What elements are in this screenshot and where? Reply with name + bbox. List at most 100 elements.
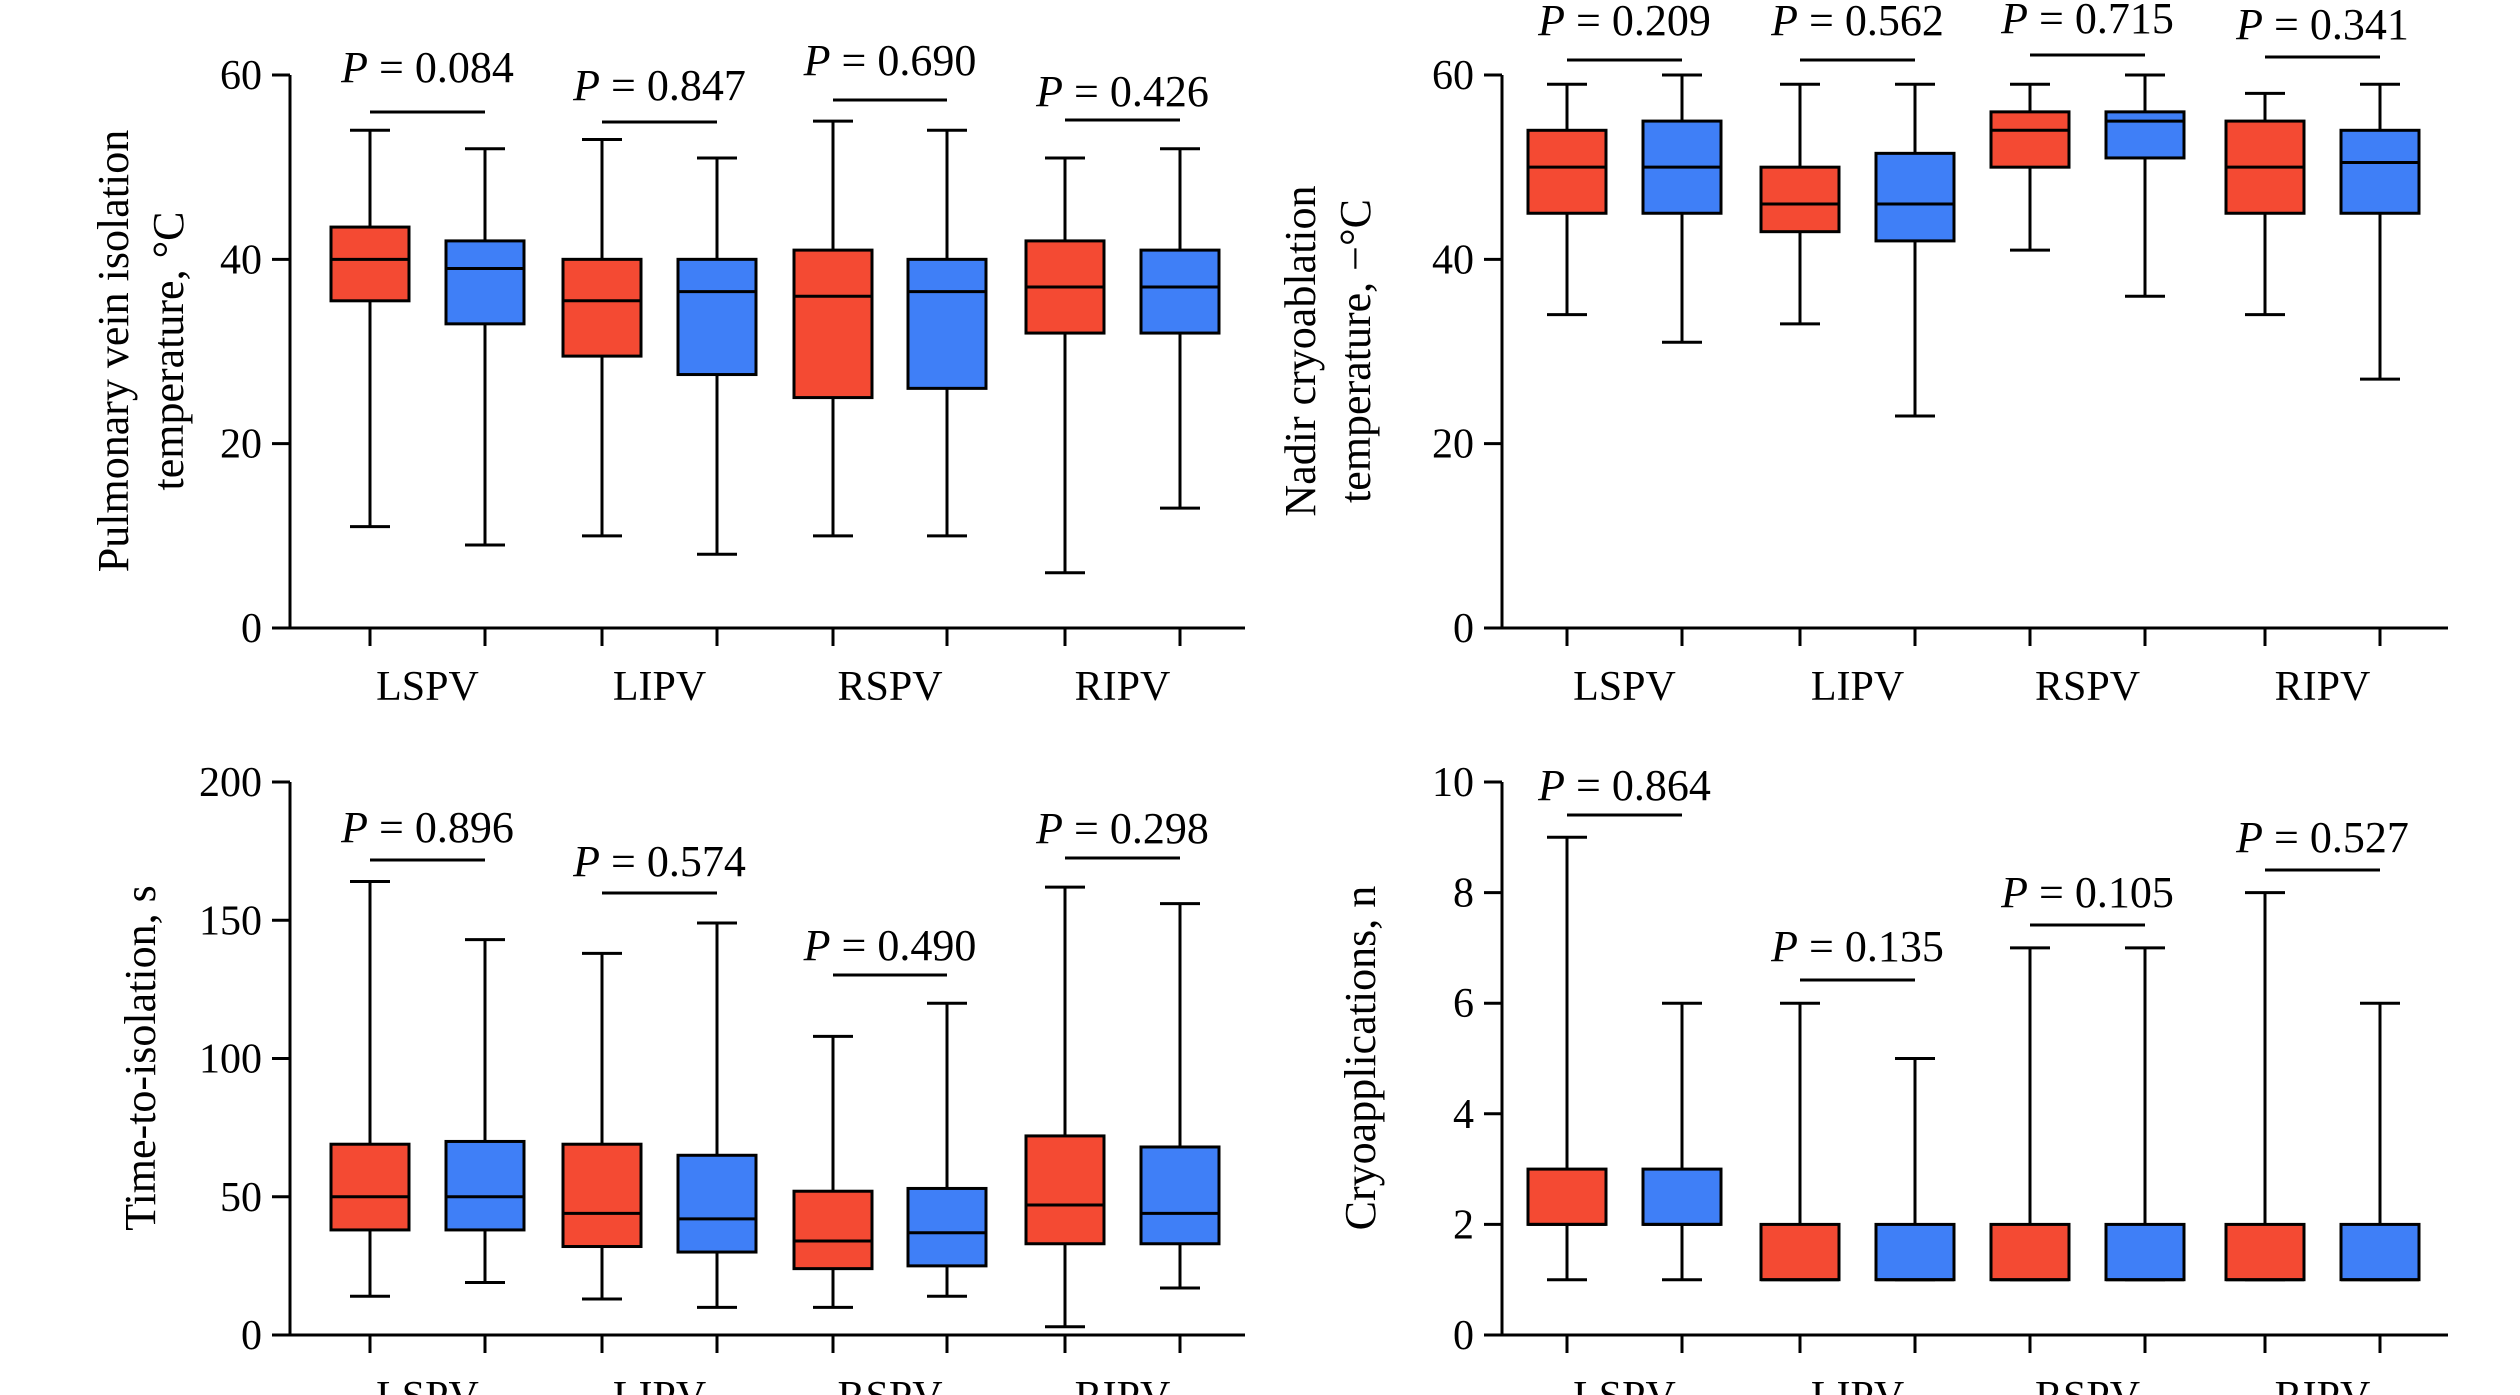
box-iqr [906, 1186, 988, 1268]
p-value-label: P = 0.527 [2235, 813, 2409, 862]
p-value-label: P = 0.896 [340, 803, 514, 852]
y-axis-label: Nadir cryoablation [1276, 185, 1325, 516]
category-label-lspv: LSPV [1573, 664, 1676, 710]
box-rspv-a [1989, 946, 2071, 1282]
box-iqr [1759, 165, 1841, 234]
box-lipv-b [1874, 82, 1956, 418]
box-lipv-a [1759, 82, 1841, 326]
box-iqr [792, 248, 874, 400]
box-iqr [1874, 151, 1956, 243]
y-tick-label: 2 [1453, 1202, 1474, 1248]
category-label-ripv: RIPV [1075, 664, 1171, 710]
p-value-label: P = 0.209 [1537, 0, 1711, 45]
chart-panel-1: 0 20 40 60 Pulmonary vein isolation temperatu… [89, 36, 1245, 710]
box-lipv-b [676, 921, 758, 1309]
box-rspv-a [1989, 82, 2071, 252]
category-label-lipv: LIPV [1811, 1374, 1904, 1395]
box-lspv-a [329, 128, 411, 529]
p-value-label: P = 0.574 [572, 837, 746, 886]
p-value-label: P = 0.690 [803, 36, 977, 85]
box-lspv-b [444, 938, 526, 1284]
box-lspv-a [329, 880, 411, 1298]
p-value-label: P = 0.084 [340, 43, 514, 92]
box-lipv-a [561, 951, 643, 1301]
p-value-label: P = 0.135 [1770, 922, 1944, 971]
category-label-lspv: LSPV [1573, 1374, 1676, 1395]
box-ripv-b [2339, 82, 2421, 381]
p-value-label: P = 0.105 [2000, 868, 2174, 917]
y-tick-label: 100 [199, 1037, 262, 1083]
box-iqr [1139, 248, 1221, 335]
box-iqr [1874, 1222, 1956, 1282]
y-axis-label: Cryoapplications, n [1336, 886, 1385, 1231]
box-iqr [2224, 1222, 2306, 1282]
category-label-ripv: RIPV [2275, 1374, 2371, 1395]
box-ripv-b [2339, 1001, 2421, 1282]
box-ripv-a [1024, 156, 1106, 575]
box-lipv-b [1874, 1057, 1956, 1282]
box-lspv-b [1641, 73, 1723, 344]
box-iqr [2104, 110, 2186, 160]
category-label-rspv: RSPV [837, 664, 942, 710]
y-tick-label: 8 [1453, 871, 1474, 917]
box-iqr [792, 1189, 874, 1271]
p-value-label: P = 0.864 [1537, 761, 1711, 810]
box-rspv-a [792, 1034, 874, 1309]
y-axis-label: temperature, °C [144, 211, 193, 490]
y-tick-label: 20 [220, 422, 262, 468]
box-lspv-a [1526, 82, 1608, 317]
y-tick-label: 0 [1453, 1313, 1474, 1359]
box-lspv-b [444, 147, 526, 547]
box-rspv-b [906, 1001, 988, 1298]
p-value-label: P = 0.715 [2000, 0, 2174, 43]
box-ripv-a [2224, 91, 2306, 317]
chart-panel-2: 0 20 40 60 Nadir cryoablation temperature, −°… [1276, 0, 2448, 710]
box-rspv-a [792, 119, 874, 538]
y-tick-label: 40 [220, 237, 262, 283]
category-label-lipv: LIPV [613, 1374, 706, 1395]
box-iqr [444, 1139, 526, 1232]
box-rspv-b [906, 128, 988, 538]
category-label-ripv: RIPV [1075, 1374, 1171, 1395]
box-iqr [1641, 1167, 1723, 1226]
y-tick-label: 0 [241, 606, 262, 652]
y-tick-label: 50 [220, 1175, 262, 1221]
category-label-lspv: LSPV [376, 1374, 479, 1395]
p-value-label: P = 0.341 [2235, 0, 2409, 49]
box-lipv-a [561, 138, 643, 538]
y-tick-label: 4 [1453, 1092, 1474, 1138]
box-lspv-a [1526, 835, 1608, 1282]
box-rspv-b [2104, 946, 2186, 1282]
box-ripv-a [2224, 891, 2306, 1282]
category-label-lipv: LIPV [613, 664, 706, 710]
box-lipv-a [1759, 1001, 1841, 1282]
chart-panel-4: 0 2 4 6 8 10 Cryoapplications, n LSPV P = 0.864 L… [1336, 760, 2448, 1395]
y-axis-label: Time-to-isolation, s [116, 885, 165, 1231]
category-label-lipv: LIPV [1811, 664, 1904, 710]
box-iqr [1759, 1222, 1841, 1282]
box-iqr [906, 257, 988, 390]
y-tick-label: 200 [199, 760, 262, 806]
box-iqr [444, 239, 526, 326]
y-tick-label: 20 [1432, 422, 1474, 468]
box-ripv-b [1139, 902, 1221, 1290]
box-iqr [1989, 1222, 2071, 1282]
box-iqr [676, 257, 758, 377]
box-lipv-b [676, 156, 758, 556]
y-tick-label: 6 [1453, 981, 1474, 1027]
box-ripv-a [1024, 885, 1106, 1329]
p-value-label: P = 0.847 [572, 61, 746, 110]
y-tick-label: 60 [1432, 53, 1474, 99]
p-value-label: P = 0.298 [1035, 804, 1209, 853]
box-rspv-b [2104, 73, 2186, 298]
box-iqr [676, 1153, 758, 1254]
box-iqr [561, 257, 643, 358]
box-iqr [1526, 128, 1608, 215]
box-iqr [2339, 128, 2421, 215]
box-ripv-b [1139, 147, 1221, 510]
box-iqr [1989, 110, 2071, 169]
box-iqr [2104, 1222, 2186, 1282]
category-label-rspv: RSPV [2035, 664, 2140, 710]
box-iqr [329, 1142, 411, 1232]
